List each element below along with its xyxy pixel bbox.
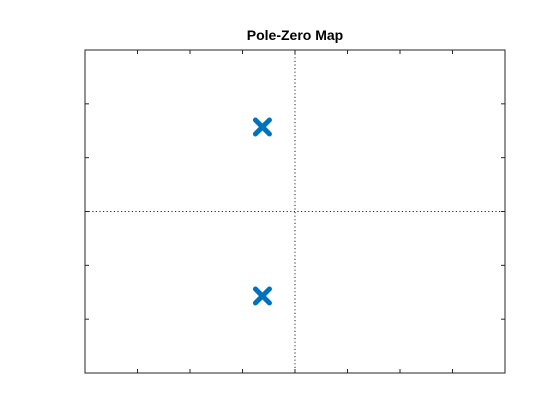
pole-marker <box>252 286 272 306</box>
pole-marker <box>252 117 272 137</box>
axes-box <box>84 49 506 374</box>
pole-markers <box>252 117 272 306</box>
crosshair-lines <box>85 50 505 373</box>
chart-title: Pole-Zero Map <box>247 27 343 43</box>
